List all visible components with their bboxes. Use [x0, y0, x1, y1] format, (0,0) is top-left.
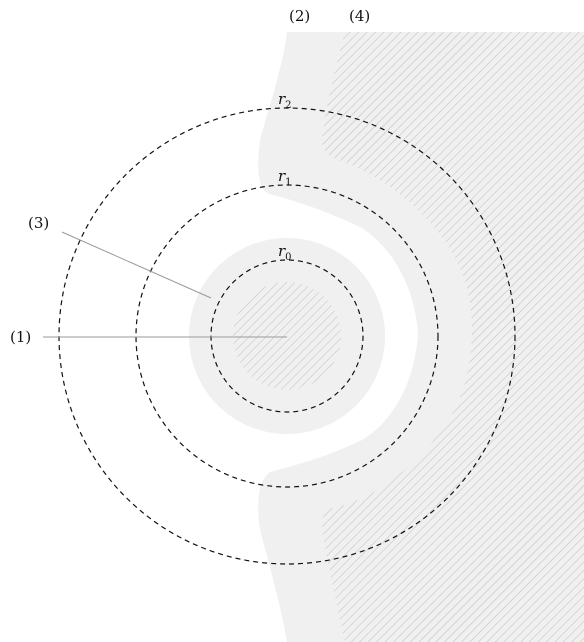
radius-label-r2-subscript: 2 [285, 100, 291, 111]
label-region-3: (3) [28, 214, 49, 232]
region-1-core [233, 282, 341, 390]
label-region-1: (1) [10, 328, 31, 346]
radius-label-r1-subscript: 1 [285, 177, 291, 188]
radius-label-r0-subscript: 0 [285, 252, 291, 263]
label-region-2: (2) [289, 7, 310, 25]
leader-line-3 [62, 232, 211, 298]
label-region-4: (4) [349, 7, 370, 25]
